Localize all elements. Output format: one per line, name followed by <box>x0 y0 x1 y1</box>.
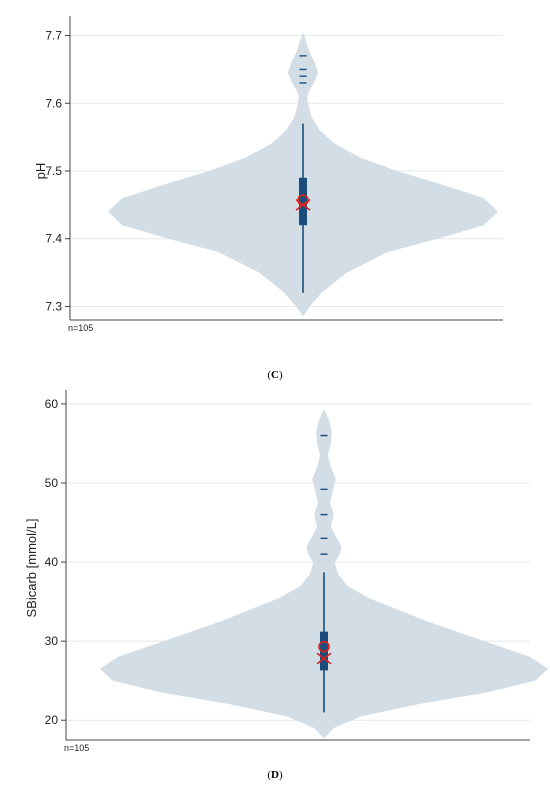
panel-c-y-tick-label-2: 7.5 <box>45 164 62 178</box>
panel-c-y-tick-label-3: 7.6 <box>45 96 62 110</box>
panel-c-iqr-box <box>299 177 307 226</box>
panel-d-y-tick-label-3: 50 <box>45 476 59 490</box>
panel-c-y-axis-title: pH <box>33 163 48 180</box>
panel-d-y-tick-label-2: 40 <box>45 555 59 569</box>
panel-c-median-marker <box>295 198 311 211</box>
panel-d-mean-marker <box>318 640 330 653</box>
panel-d-markers <box>316 640 332 665</box>
panel-c-y-ticks: 7.3 7.4 7.5 7.6 7.7 <box>45 29 70 313</box>
panel-d-median-marker-stroke-2 <box>316 652 332 665</box>
panel-d-median-marker <box>316 652 332 665</box>
panel-d-y-ticks: 20 30 40 50 60 <box>45 397 66 727</box>
panel-c-axes <box>69 16 503 321</box>
panel-d-outliers <box>320 434 328 555</box>
panel-d-y-tick-label-4: 60 <box>45 397 59 411</box>
panel-d-y-tick-label-1: 30 <box>45 634 59 648</box>
panel-c-caption: (C) <box>267 369 283 381</box>
panel-d-caption: (D) <box>267 769 283 781</box>
panel-c-y-tick-label-4: 7.7 <box>45 29 62 43</box>
panel-d-y-axis-title: SBicarb [mmol/L] <box>24 519 39 618</box>
panel-c-markers <box>295 194 311 211</box>
panel-d-sample-size-note: n=105 <box>64 743 89 753</box>
panel-c-median-marker-stroke-2 <box>295 198 311 211</box>
panel-c-boxplot <box>299 123 307 293</box>
panel-d-axes <box>65 390 530 741</box>
panel-c-y-tick-label-1: 7.4 <box>45 232 62 246</box>
panel-c-y-tick-label-0: 7.3 <box>45 299 62 313</box>
panel-c-sample-size-note: n=105 <box>68 323 93 333</box>
panel-d-y-tick-label-0: 20 <box>45 713 59 727</box>
panel-d: 20 30 40 50 60 SBicarb [mmol/L] n=105 (D) <box>24 390 548 781</box>
panel-c-outliers <box>299 55 307 84</box>
panel-c: 7.3 7.4 7.5 7.6 7.7 pH n=105 (C) <box>33 16 503 381</box>
